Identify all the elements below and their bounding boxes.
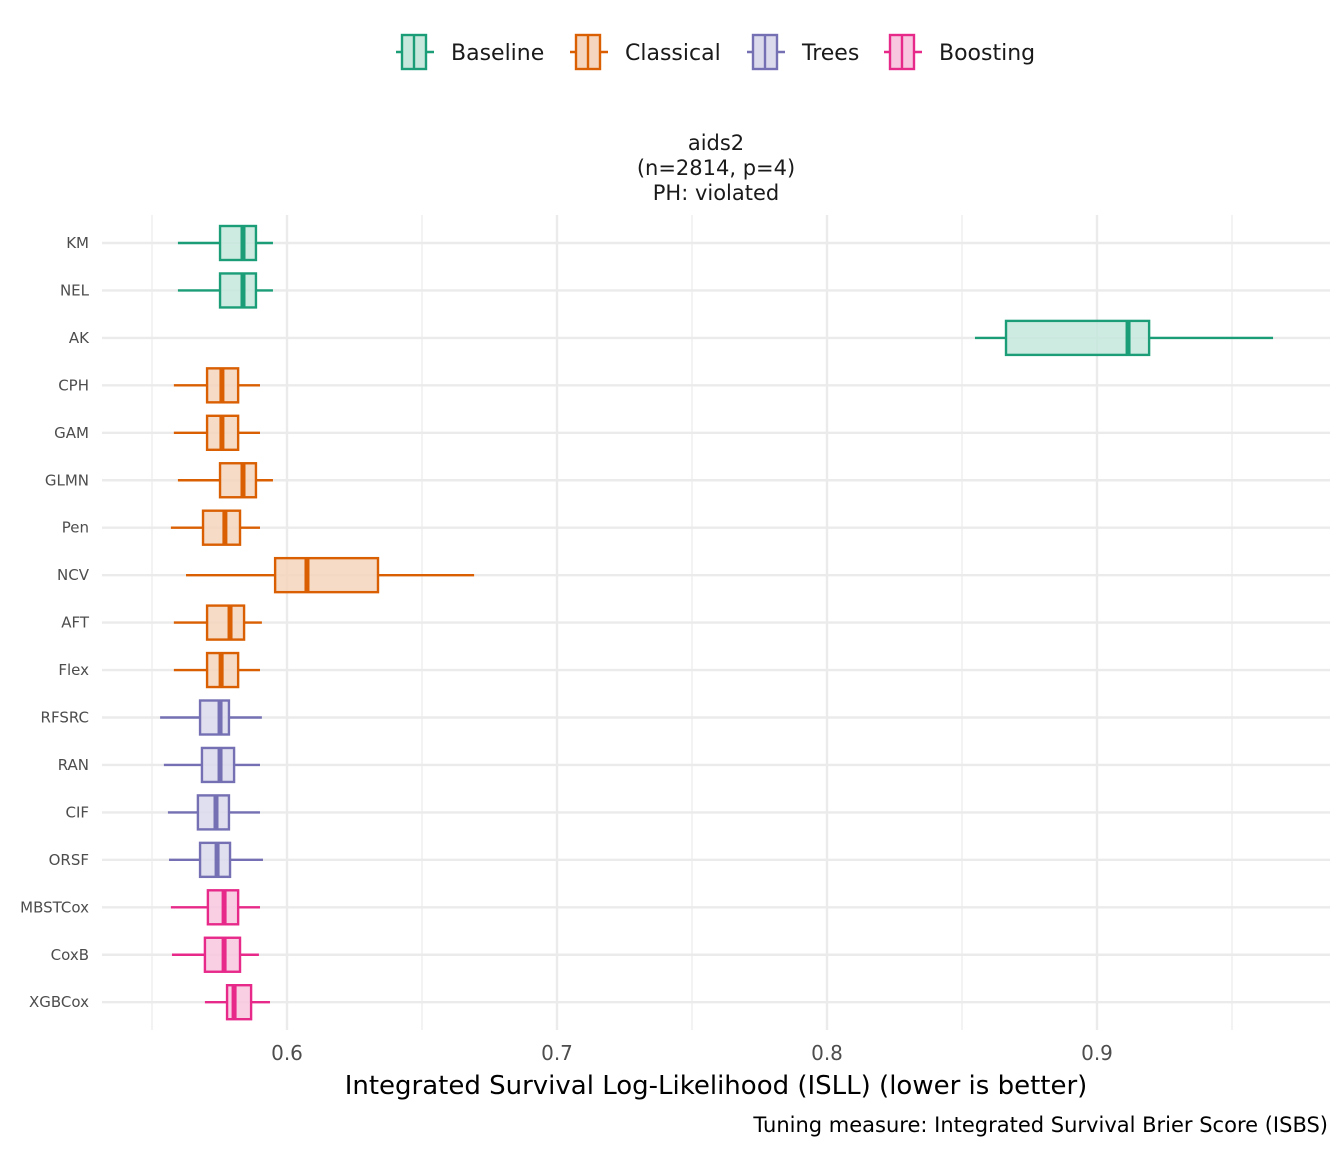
legend-item-boosting: Boosting: [884, 33, 1035, 71]
y-tick-label: NEL: [60, 281, 90, 299]
x-axis: 0.6 0.7 0.8 0.9: [271, 1041, 1113, 1065]
y-tick-label: KM: [66, 234, 89, 252]
box-iqr: [201, 509, 242, 546]
box-iqr: [196, 794, 231, 831]
x-tick-label: 0.9: [1081, 1041, 1113, 1065]
y-tick-label: RFSRC: [41, 709, 89, 727]
box-iqr: [218, 462, 258, 499]
y-tick-label: XGBCox: [29, 993, 89, 1011]
y-axis: KM NEL AK CPH GAM GLMN Pen NCV AFT Flex RFSRC RAN CI…: [20, 234, 90, 1011]
box-ncv: [186, 556, 475, 594]
y-tick-label: ORSF: [49, 851, 89, 869]
box-glmn: [177, 462, 273, 499]
box-iqr: [218, 272, 258, 309]
legend-label: Trees: [801, 41, 859, 66]
facet-title-line-3: PH: violated: [653, 181, 780, 205]
y-tick-label: AK: [69, 329, 90, 347]
y-tick-label: MBSTCox: [20, 898, 89, 916]
legend-label: Classical: [625, 41, 721, 66]
y-tick-label: Flex: [58, 661, 89, 679]
y-tick-label: CIF: [65, 803, 89, 821]
x-tick-label: 0.8: [811, 1041, 843, 1065]
x-tick-label: 0.7: [541, 1041, 573, 1065]
legend: Baseline Classical Trees Boosting: [396, 33, 1035, 71]
box-rfsrc: [160, 699, 262, 736]
box-flex: [173, 651, 260, 689]
legend-label: Baseline: [451, 41, 544, 66]
box-cph: [173, 367, 260, 404]
y-tick-label: NCV: [57, 566, 90, 584]
box-nel: [177, 272, 273, 309]
box-coxb: [171, 936, 259, 973]
facet-title-line-1: aids2: [688, 131, 744, 155]
legend-item-baseline: Baseline: [396, 33, 544, 71]
x-axis-title: Integrated Survival Log-Likelihood (ISLL…: [345, 1071, 1088, 1101]
box-iqr: [1004, 319, 1151, 357]
grid: [102, 215, 1330, 1030]
x-tick-label: 0.6: [271, 1041, 303, 1065]
box-aft: [173, 604, 262, 641]
box-mbstcox: [170, 889, 260, 926]
box-km: [177, 224, 273, 262]
facet-title-line-2: (n=2814, p=4): [637, 156, 795, 180]
facet-strip: aids2 (n=2814, p=4) PH: violated: [637, 131, 795, 205]
box-gam: [173, 414, 260, 451]
legend-label: Boosting: [939, 41, 1035, 66]
box-ran: [163, 746, 260, 784]
box-pen: [170, 509, 260, 546]
box-iqr: [205, 604, 246, 641]
box-iqr: [225, 984, 253, 1021]
y-tick-label: GAM: [54, 424, 89, 442]
box-iqr: [198, 699, 231, 736]
box-iqr: [273, 556, 380, 594]
y-tick-label: CPH: [58, 376, 89, 394]
y-tick-label: CoxB: [51, 946, 89, 964]
boxes: [160, 224, 1274, 1021]
y-tick-label: RAN: [58, 756, 89, 774]
caption: Tuning measure: Integrated Survival Brie…: [752, 1113, 1328, 1137]
box-xgbcox: [204, 984, 270, 1021]
y-tick-label: AFT: [61, 614, 90, 632]
box-orsf: [169, 841, 263, 879]
y-tick-label: GLMN: [45, 471, 89, 489]
legend-item-classical: Classical: [570, 33, 721, 71]
legend-item-trees: Trees: [747, 33, 859, 71]
box-cif: [167, 794, 260, 831]
box-iqr: [218, 224, 258, 262]
box-ak: [974, 319, 1274, 357]
y-tick-label: Pen: [62, 519, 89, 537]
